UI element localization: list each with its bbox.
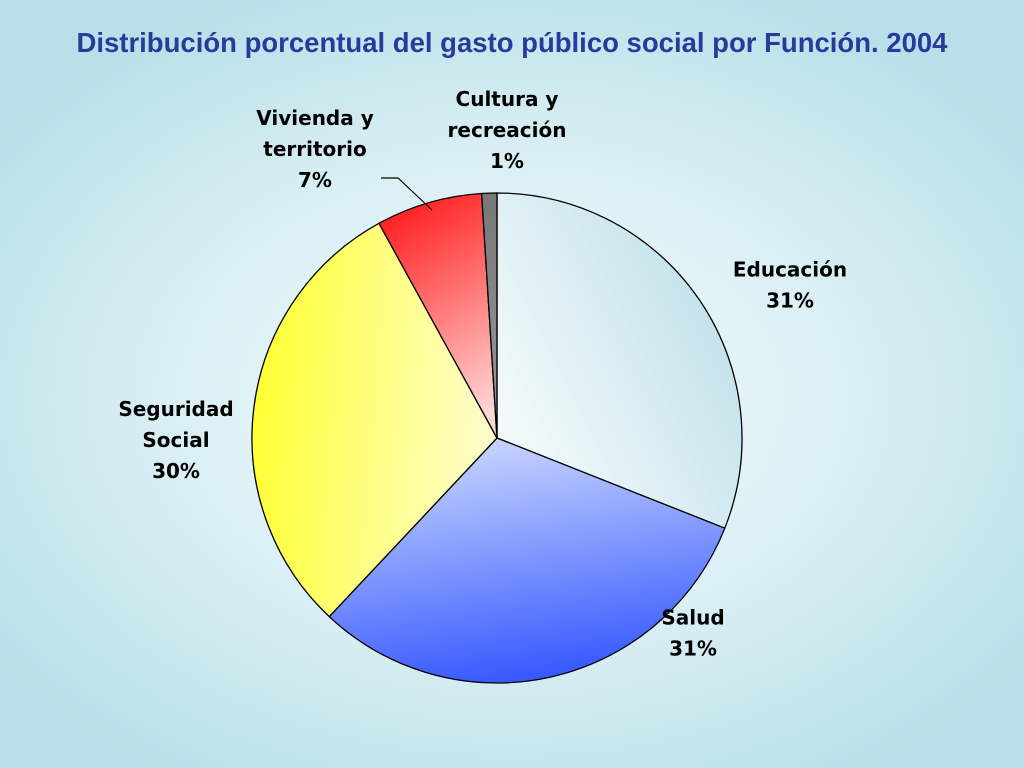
chart-title: Distribución porcentual del gasto públic…	[76, 27, 948, 58]
pie-slice-cultura-y-recreación	[480, 192, 498, 439]
slice-name-label: Seguridad	[118, 397, 233, 421]
slice-name-label: Educación	[733, 258, 847, 282]
slice-name-label: Social	[142, 428, 209, 452]
slice-name-label: Salud	[661, 606, 724, 630]
pie-labels: Educación 31% Salud 31% Seguridad Social 30% Vi…	[118, 87, 847, 661]
slice-name-label: Cultura y	[456, 87, 559, 111]
slice-name-label: Vivienda y	[256, 106, 374, 130]
pie-slice-educación	[496, 192, 743, 530]
slice-percent-label: 1%	[490, 149, 524, 173]
slice-label: Salud 31%	[661, 606, 724, 661]
leader-lines	[381, 177, 433, 211]
slice-percent-label: 7%	[298, 168, 332, 192]
slice-label: Cultura y recreación 1%	[448, 87, 567, 173]
leader-line-vivienda	[381, 177, 433, 211]
pie-slice-seguridad-social	[251, 222, 498, 618]
pie-slices	[251, 192, 743, 684]
slice-label: Vivienda y territorio 7%	[256, 106, 374, 192]
slice-percent-label: 30%	[152, 459, 200, 483]
pie-slice-vivienda-y-territorio	[378, 192, 498, 439]
pie-slice-salud	[328, 437, 726, 684]
slice-label: Educación 31%	[733, 258, 847, 313]
slice-name-label: territorio	[263, 137, 366, 161]
slice-percent-label: 31%	[669, 637, 717, 661]
slice-label: Seguridad Social 30%	[118, 397, 233, 483]
slice-percent-label: 31%	[766, 289, 814, 313]
slice-name-label: recreación	[448, 118, 567, 142]
